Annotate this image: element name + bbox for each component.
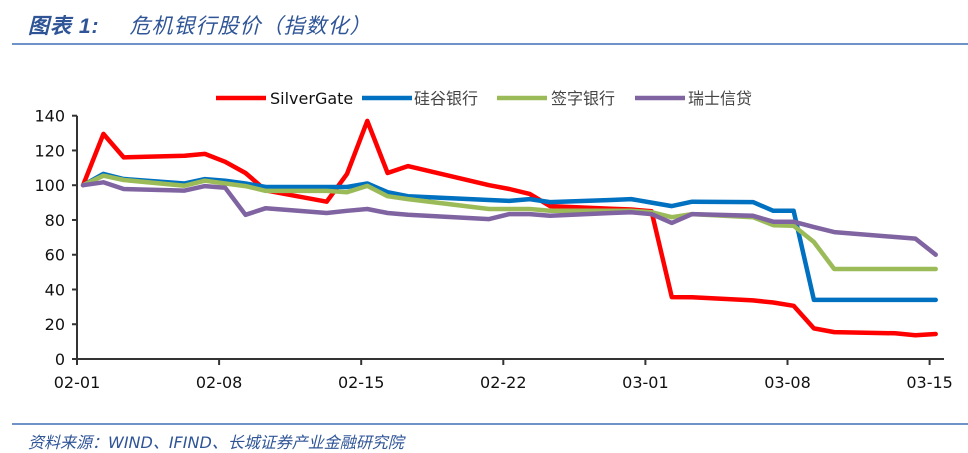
header-rule [12, 43, 968, 45]
y-tick-label: 140 [34, 107, 65, 126]
y-tick-label: 100 [34, 176, 65, 195]
figure-title: 图表 1: 危机银行股价（指数化） [28, 10, 372, 40]
series-line-4 [80, 180, 938, 257]
figure-label: 图表 1: [28, 15, 100, 38]
legend-label-1: SilverGate [270, 89, 353, 108]
x-tick-label: 03-01 [622, 373, 669, 392]
y-tick-label: 40 [45, 280, 65, 299]
x-tick-label: 02-01 [54, 373, 101, 392]
source-note: 资料来源：WIND、IFIND、长城证券产业金融研究院 [28, 433, 404, 452]
legend-label-2: 硅谷银行 [414, 89, 478, 108]
x-tick-label: 02-08 [196, 373, 243, 392]
y-tick-label: 20 [45, 315, 65, 334]
series-line-3 [80, 173, 938, 272]
x-tick-label: 03-15 [906, 373, 953, 392]
x-tick-label: 02-15 [338, 373, 385, 392]
legend-label-3: 签字银行 [551, 89, 615, 108]
y-tick-label: 60 [45, 246, 65, 265]
x-tick-label: 02-22 [480, 373, 527, 392]
x-tick-label: 03-08 [764, 373, 811, 392]
series-line-1 [80, 118, 938, 338]
y-tick-label: 80 [45, 211, 65, 230]
y-tick-label: 120 [34, 141, 65, 160]
y-tick-label: 0 [55, 350, 65, 369]
footer-rule [12, 423, 968, 425]
chart-title: 危机银行股价（指数化） [129, 14, 372, 38]
legend-label-4: 瑞士信贷 [688, 89, 752, 108]
